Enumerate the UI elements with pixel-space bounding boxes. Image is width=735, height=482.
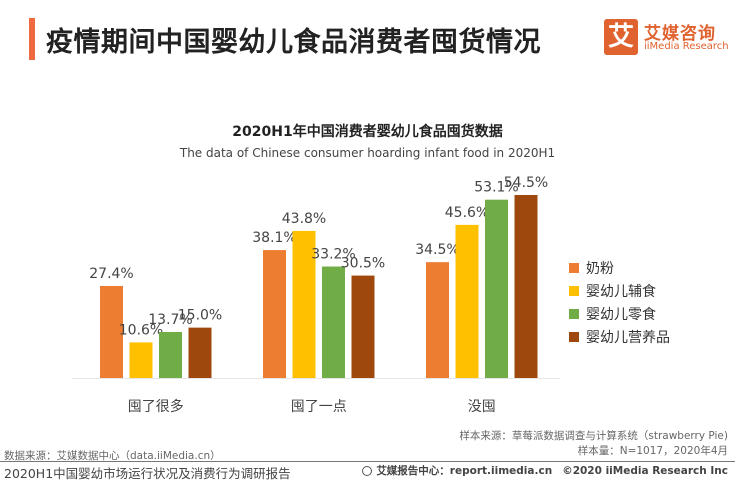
- data-label: 30.5%: [341, 256, 385, 272]
- legend-swatch: [569, 331, 579, 342]
- report-name: 2020H1中国婴幼市场运行状况及消费行为调研报告: [4, 466, 291, 481]
- data-label: 45.6%: [445, 205, 489, 221]
- iimedia-logo: 艾 艾媒咨询 iiMedia Research: [604, 19, 734, 59]
- data-source: 数据来源：艾媒数据中心（data.iiMedia.cn）: [4, 450, 221, 462]
- page-title: 疫情期间中国婴幼儿食品消费者囤货情况: [46, 27, 541, 58]
- data-label: 43.8%: [282, 211, 326, 227]
- bar: [485, 199, 508, 378]
- sample-source: 样本来源：草莓派数据调查与计算系统（strawberry Pie): [459, 430, 728, 442]
- copyright: ©2020 iiMedia Research Inc: [562, 464, 728, 477]
- data-label: 13.7%: [148, 312, 192, 328]
- legend-label: 婴幼儿营养品: [586, 329, 670, 346]
- logo-icon: 艾: [604, 19, 638, 55]
- bar: [188, 327, 212, 378]
- data-label: 54.5%: [504, 175, 548, 191]
- legend-item: 婴幼儿营养品: [569, 325, 670, 348]
- chart-title: 2020H1年中国消费者婴幼儿食品囤货数据: [232, 124, 503, 140]
- legend-item: 婴幼儿辅食: [569, 279, 670, 302]
- bar: [159, 331, 182, 378]
- legend-label: 婴幼儿辅食: [586, 283, 656, 300]
- legend-label: 奶粉: [586, 260, 614, 277]
- bar: [100, 285, 123, 378]
- legend-swatch: [569, 308, 579, 319]
- bar: [351, 275, 375, 378]
- data-label: 53.1%: [474, 180, 518, 196]
- bar: [514, 194, 538, 378]
- legend-label: 婴幼儿零食: [586, 306, 656, 323]
- x-tick-label: 没囤: [468, 399, 496, 415]
- wechat-icon: [362, 465, 373, 476]
- data-label: 33.2%: [311, 247, 355, 263]
- x-tick-label: 囤了一点: [291, 399, 347, 415]
- logo-name-en: iiMedia Research: [644, 41, 729, 52]
- data-label: 38.1%: [252, 230, 296, 246]
- footer-divider: [0, 461, 735, 462]
- footer-credits: 艾媒报告中心：report.iimedia.cn ©2020 iiMedia R…: [362, 463, 728, 478]
- legend-swatch: [569, 262, 579, 273]
- chart-subtitle: The data of Chinese consumer hoarding in…: [179, 146, 556, 160]
- legend-item: 奶粉: [569, 256, 670, 279]
- x-tick-label: 囤了很多: [128, 398, 184, 415]
- sample-size: 样本量：N=1017，2020年4月: [577, 445, 728, 457]
- title-accent-bar: [29, 18, 35, 60]
- data-label: 27.4%: [89, 266, 133, 282]
- bar: [129, 342, 153, 378]
- bar: [292, 230, 316, 378]
- chart-legend: 奶粉婴幼儿辅食婴幼儿零食婴幼儿营养品: [569, 256, 670, 348]
- bar: [322, 266, 345, 378]
- data-label: 15.0%: [178, 308, 222, 324]
- bar: [263, 250, 286, 378]
- legend-item: 婴幼儿零食: [569, 302, 670, 325]
- legend-swatch: [569, 285, 579, 296]
- bar: [455, 224, 479, 378]
- data-label: 34.5%: [415, 242, 459, 258]
- logo-name-cn: 艾媒咨询: [644, 24, 716, 44]
- bar: [426, 262, 449, 378]
- report-center-link[interactable]: 艾媒报告中心：report.iimedia.cn: [376, 465, 553, 477]
- data-label: 10.6%: [119, 322, 163, 338]
